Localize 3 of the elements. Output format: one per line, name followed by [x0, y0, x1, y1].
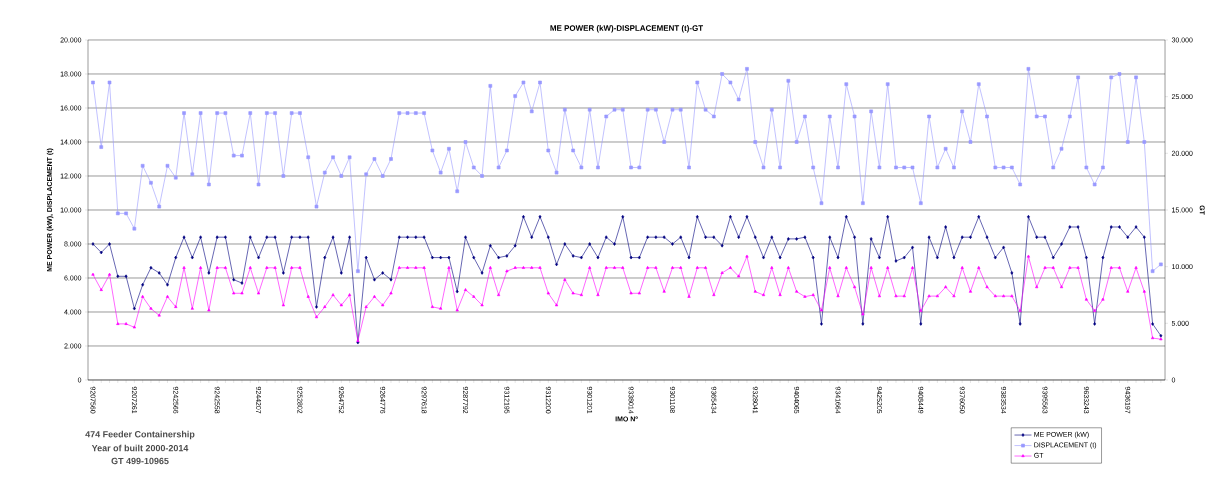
text: GT 499-10965	[111, 457, 169, 465]
text: Year of built 2000-2014	[91, 444, 189, 452]
text: 474 Feeder Containership	[85, 430, 195, 440]
